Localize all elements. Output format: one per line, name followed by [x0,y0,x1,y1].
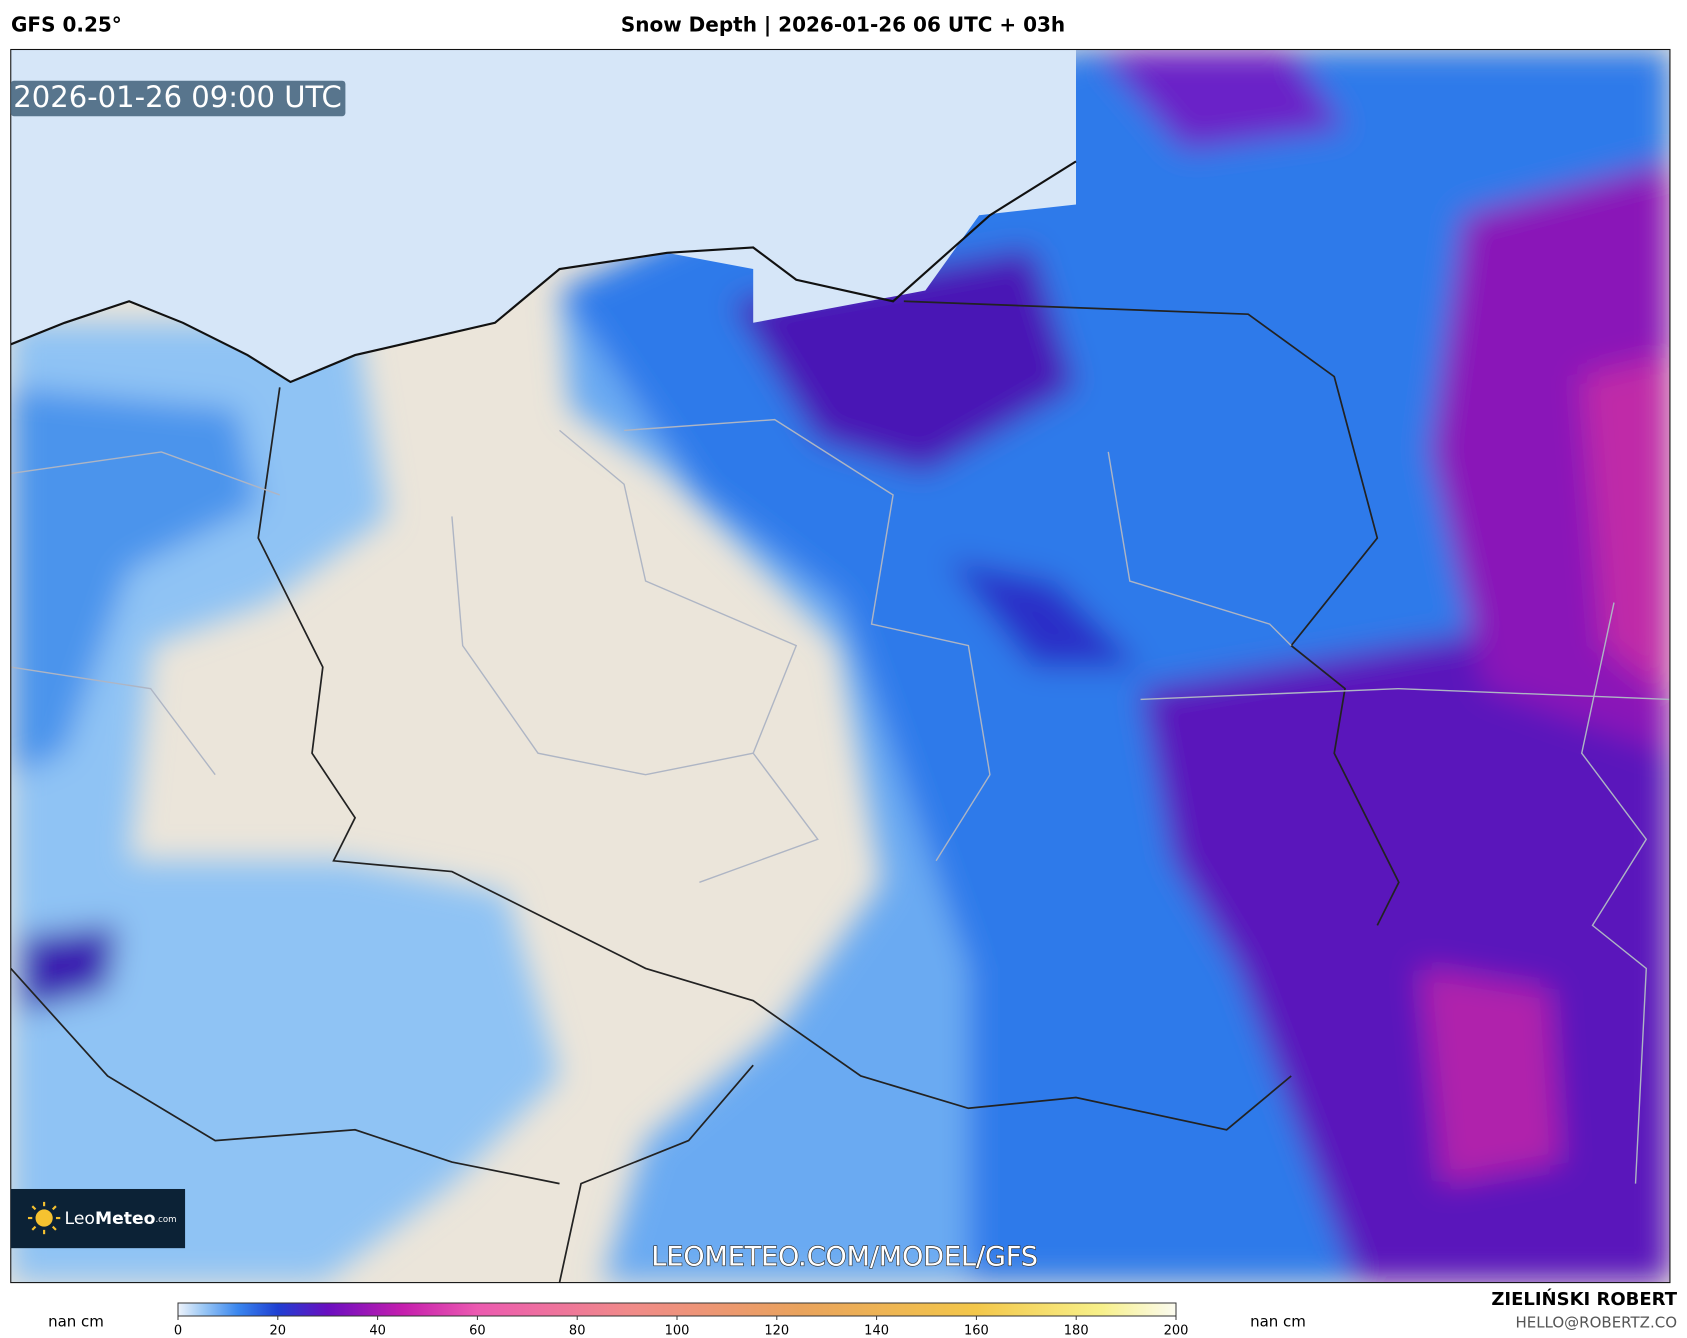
coastline [10,160,1077,384]
title: Snow Depth | 2026-01-26 06 UTC + 03h [621,13,1065,37]
colorbar-tick-label: 60 [469,1324,486,1338]
colorbar-tick-label: 180 [1064,1324,1089,1338]
logo-suffix: .com [155,1215,176,1225]
map: 2026-01-26 09:00 UTC LeoMeteo.com LEOMET… [10,48,1671,1284]
colorbar-tick-label: 200 [1164,1324,1189,1338]
colorbar-tick-label: 80 [569,1324,586,1338]
email: HELLO@ROBERTZ.CO [1515,1314,1677,1332]
logo-rays [27,1201,61,1235]
timestamp: 2026-01-26 09:00 UTC [13,80,342,114]
colorbar-tick-label: 40 [369,1324,386,1338]
colorbar-tick-label: 0 [174,1324,182,1338]
logo-text: LeoMeteo.com [65,1209,177,1229]
colorbar-tick-label: 120 [764,1324,789,1338]
colorbar-tick-label: 160 [964,1324,989,1338]
region-borders [10,418,1670,1184]
map-frame [10,48,1671,1284]
snow-field [10,49,1670,1283]
model-label: GFS 0.25° [11,13,122,37]
colorbar [177,1302,1177,1317]
watermark: LEOMETEO.COM/MODEL/GFS [651,1241,1038,1272]
colorbar-tick-label: 140 [864,1324,889,1338]
colorbar-left-label: nan cm [48,1313,104,1331]
timestamp-box [10,80,346,117]
colorbar-tick-label: 100 [665,1324,690,1338]
logo-light: Leo [65,1209,95,1229]
colorbar-tick-label: 20 [270,1324,287,1338]
logo-bold: Meteo [95,1209,156,1229]
logo-sun [35,1209,53,1227]
colorbar-right-label: nan cm [1250,1313,1306,1331]
author: ZIELIŃSKI ROBERT [1491,1288,1677,1310]
sea [10,49,1076,382]
